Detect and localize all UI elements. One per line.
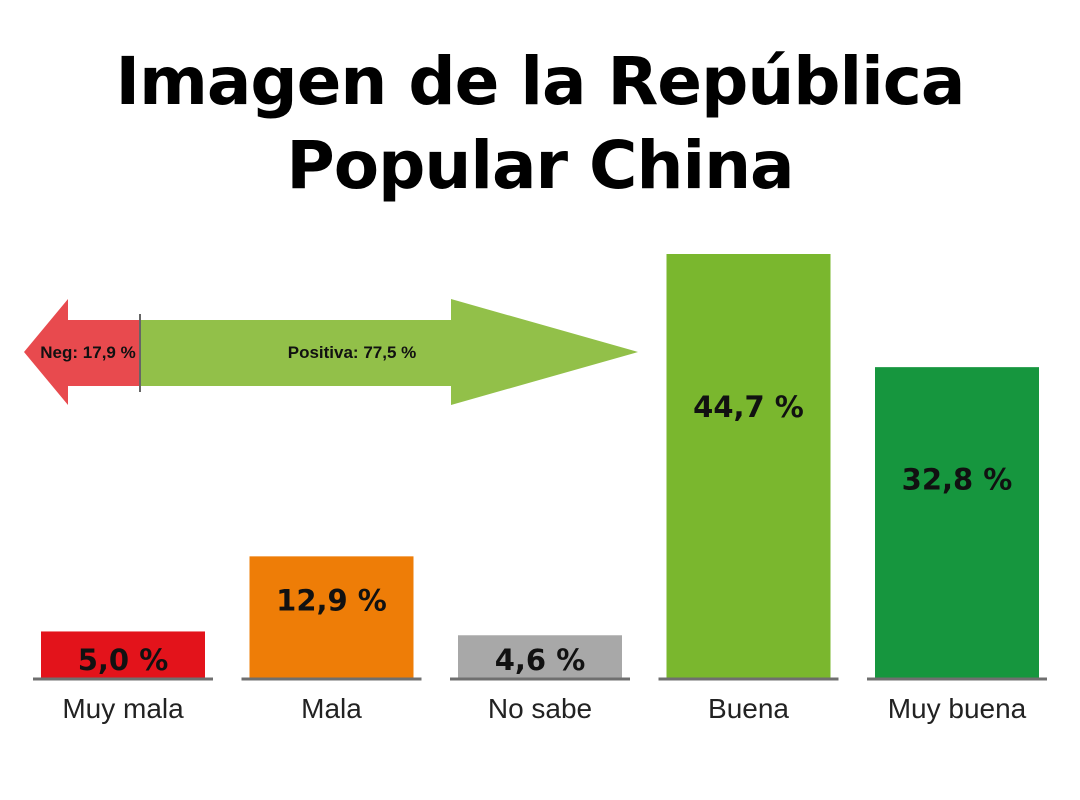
category-label-buena: Buena — [708, 693, 789, 724]
bar-mala — [249, 556, 414, 679]
chart-title-line-2: Popular China — [286, 127, 794, 204]
category-label-mala: Mala — [301, 693, 362, 724]
bar-buena — [666, 254, 831, 679]
category-label-muy-buena: Muy buena — [888, 693, 1027, 724]
category-label-no-sabe: No sabe — [488, 693, 592, 724]
positive-arrow-label: Positiva: 77,5 % — [288, 343, 417, 362]
category-label-muy-mala: Muy mala — [62, 693, 184, 724]
value-label-mala: 12,9 % — [276, 584, 387, 618]
value-label-muy-mala: 5,0 % — [78, 643, 169, 677]
negative-arrow-label: Neg: 17,9 % — [40, 343, 135, 362]
value-label-muy-buena: 32,8 % — [902, 462, 1013, 496]
chart-title-line-1: Imagen de la República — [115, 43, 966, 120]
chart-title: Imagen de la República Popular China — [0, 40, 1080, 208]
value-label-buena: 44,7 % — [693, 390, 804, 424]
value-label-no-sabe: 4,6 % — [495, 643, 586, 677]
bars — [33, 254, 1047, 681]
bar-muy-mala — [41, 631, 205, 679]
sentiment-arrows: Neg: 17,9 % Positiva: 77,5 % — [24, 299, 638, 405]
bar-no-sabe — [458, 635, 622, 679]
positive-arrow — [140, 299, 638, 405]
labels: 5,0 % Muy mala 12,9 % Mala 4,6 % No sabe 44,7 … — [62, 390, 1026, 724]
bar-muy-buena — [875, 367, 1039, 679]
negative-arrow — [24, 299, 140, 405]
